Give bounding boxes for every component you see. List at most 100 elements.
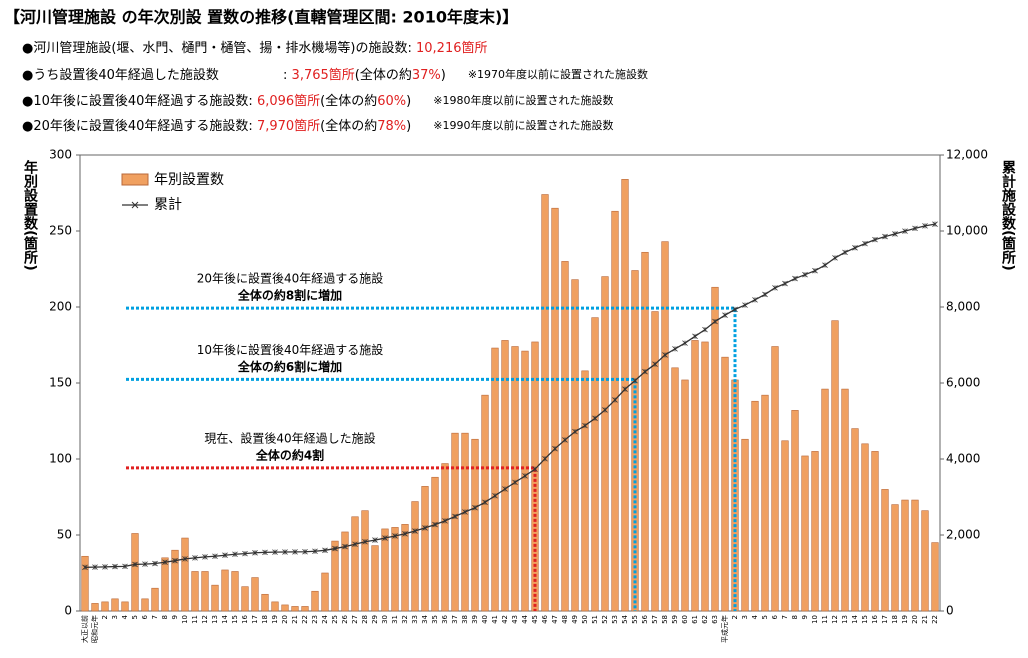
x-tick-label: 44 bbox=[521, 614, 529, 623]
bar bbox=[101, 601, 109, 612]
x-tick-label: 58 bbox=[661, 615, 669, 624]
annotation-highlight: 全体の約4割 bbox=[255, 447, 324, 462]
bar bbox=[321, 572, 329, 612]
y2-tick-label: 6,000 bbox=[946, 376, 980, 390]
x-tick-label: 10 bbox=[181, 615, 189, 624]
y-tick-label: 150 bbox=[49, 376, 72, 390]
bar bbox=[261, 593, 269, 612]
bar bbox=[751, 400, 759, 612]
line-marker bbox=[852, 245, 858, 251]
line-marker bbox=[102, 564, 108, 570]
line-marker bbox=[622, 386, 628, 392]
bar bbox=[891, 504, 899, 612]
line-marker bbox=[642, 368, 648, 375]
bar bbox=[181, 537, 189, 612]
bar bbox=[521, 350, 529, 612]
line-marker bbox=[162, 559, 168, 565]
bar bbox=[561, 261, 569, 612]
y2-tick-label: 12,000 bbox=[946, 148, 988, 162]
x-tick-label: 21 bbox=[291, 615, 299, 624]
line-marker bbox=[182, 556, 188, 562]
line-marker bbox=[542, 455, 548, 462]
line-marker bbox=[612, 397, 618, 403]
line-marker bbox=[872, 236, 878, 243]
x-tick-label: 15 bbox=[861, 615, 869, 624]
x-tick-label: 4 bbox=[751, 614, 759, 619]
x-tick-label: 60 bbox=[681, 615, 689, 624]
bar bbox=[171, 549, 179, 612]
line-marker bbox=[732, 306, 738, 313]
x-tick-label: 19 bbox=[901, 615, 909, 624]
header-segment: ※1990年度以前に設置された施設数 bbox=[433, 118, 613, 132]
header-line: ●うち設置後40年経過した施設数 : 3,765箇所(全体の約37%) ※1970… bbox=[22, 67, 648, 83]
bar bbox=[911, 499, 919, 612]
line-marker bbox=[582, 422, 588, 429]
bar bbox=[221, 569, 229, 612]
bar bbox=[151, 587, 159, 612]
y2-tick-label: 4,000 bbox=[946, 452, 980, 466]
x-tick-label: 31 bbox=[391, 615, 399, 624]
bar bbox=[591, 317, 599, 612]
x-tick-label: 46 bbox=[541, 614, 549, 623]
line-marker bbox=[152, 560, 158, 567]
bar bbox=[251, 577, 259, 612]
line-marker bbox=[82, 564, 88, 571]
line-marker bbox=[192, 555, 198, 561]
line-marker bbox=[312, 548, 318, 555]
header-segment: ●河川管理施設(堰、水門、樋門・樋管、揚・排水機場等)の施設数: bbox=[22, 40, 416, 56]
x-tick-label: 21 bbox=[921, 615, 929, 624]
header-segment: ) bbox=[406, 119, 411, 134]
line-marker bbox=[332, 545, 338, 552]
line-marker bbox=[372, 537, 378, 543]
header-segment: ●うち設置後40年経過した施設数 bbox=[22, 67, 223, 83]
line-marker bbox=[262, 549, 268, 556]
line-marker bbox=[112, 563, 118, 570]
line-marker bbox=[562, 437, 568, 443]
x-tick-label: 19 bbox=[271, 615, 279, 624]
annotation-highlight: 全体の約6割に増加 bbox=[237, 359, 342, 374]
line-marker bbox=[662, 352, 668, 358]
x-tick-label: 4 bbox=[121, 614, 129, 619]
bar bbox=[811, 451, 819, 612]
bar bbox=[271, 601, 279, 612]
line-marker bbox=[552, 445, 558, 452]
header-segment: (全体の約 bbox=[320, 93, 377, 109]
x-tick-label: 20 bbox=[911, 615, 919, 624]
bar bbox=[881, 489, 889, 612]
bar bbox=[131, 533, 139, 612]
bar bbox=[351, 516, 359, 612]
header-segment: 7,970箇所 bbox=[257, 118, 320, 134]
bar bbox=[691, 340, 699, 612]
x-tick-label: 18 bbox=[261, 615, 269, 624]
header-segment: ) bbox=[441, 68, 446, 83]
bar bbox=[641, 251, 649, 612]
bar bbox=[441, 463, 449, 612]
line-marker bbox=[492, 492, 498, 499]
y2-axis-label: 累計施設数(箇所) bbox=[1000, 160, 1016, 271]
line-marker bbox=[862, 240, 868, 247]
y-tick-label: 200 bbox=[49, 300, 72, 314]
header-segment: 6,096箇所 bbox=[257, 93, 320, 109]
x-tick-label: 11 bbox=[191, 615, 199, 624]
header-segment: : bbox=[283, 68, 292, 83]
x-tick-label: 6 bbox=[771, 614, 779, 619]
header-segment: ) bbox=[406, 94, 411, 109]
x-tick-label: 平成元年 bbox=[720, 615, 729, 643]
annotation-line bbox=[126, 466, 537, 611]
header-segment: 37% bbox=[412, 68, 441, 83]
line-marker bbox=[382, 535, 388, 541]
x-tick-label: 27 bbox=[351, 615, 359, 624]
bar bbox=[91, 603, 99, 612]
bar bbox=[471, 438, 479, 612]
y2-tick-label: 2,000 bbox=[946, 528, 980, 542]
y2-tick-label: 8,000 bbox=[946, 300, 980, 314]
x-tick-label: 54 bbox=[621, 614, 629, 623]
bar bbox=[191, 571, 199, 612]
line-marker bbox=[212, 553, 218, 560]
x-tick-label: 9 bbox=[171, 615, 179, 619]
line-marker bbox=[352, 541, 358, 548]
bar bbox=[761, 394, 769, 612]
header-line: ●10年後に設置後40年経過する施設数: 6,096箇所(全体の約60%) ※19… bbox=[22, 93, 613, 109]
bar bbox=[621, 179, 629, 612]
bar bbox=[421, 486, 429, 612]
